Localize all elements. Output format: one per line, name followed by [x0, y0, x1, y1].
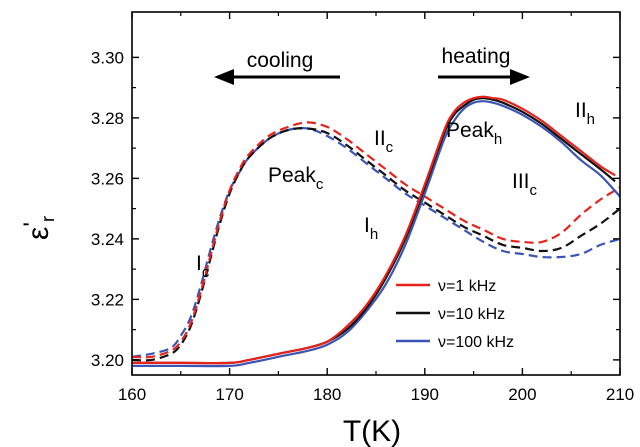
annotation-ii-h-text: II: [575, 99, 587, 122]
y-tick-label: 3.26: [91, 169, 124, 188]
annotation-i-c-text: I: [196, 252, 202, 275]
annotation-ii-c-text: II: [374, 127, 386, 150]
annotation-iii-c: IIIc: [512, 170, 538, 199]
plot-frame: [131, 11, 621, 376]
annotation-i-h-sub: h: [370, 226, 378, 243]
x-tick-label: 180: [313, 385, 341, 404]
x-tick-label: 190: [411, 385, 439, 404]
legend-label: ν=1 kHz: [438, 278, 496, 295]
annotation-i-c-sub: c: [202, 264, 210, 281]
x-tick-label: 160: [118, 385, 146, 404]
series-line-heating-100khz: [132, 100, 620, 368]
annotation-iii-c-sub: c: [530, 182, 538, 199]
annotation-ii-h: IIh: [575, 99, 595, 128]
annotation-peak-c-text: Peak: [268, 164, 316, 187]
axis-tick-labels: 160 170 180 190 200 210 3.20 3.22 3.24 3.26 3.28 3.…: [91, 48, 634, 404]
y-axis-title-prime: ': [19, 222, 46, 227]
y-tick-label: 3.24: [91, 230, 124, 249]
series-line-heating-1khz: [132, 95, 616, 365]
y-axis-title-sub: r: [38, 216, 58, 222]
annotation-ii-h-sub: h: [587, 111, 595, 128]
plot-lines: [132, 95, 620, 368]
legend-label: ν=100 kHz: [438, 334, 514, 351]
annotation-ii-c-sub: c: [386, 139, 394, 156]
x-tick-label: 200: [508, 385, 536, 404]
annotation-i-c: Ic: [196, 252, 210, 281]
annotation-peak-h-text: Peak: [446, 119, 494, 142]
direction-arrows: [214, 69, 530, 85]
y-axis-title-main: ε: [22, 227, 55, 240]
y-tick-label: 3.20: [91, 351, 124, 370]
y-tick-label: 3.22: [91, 290, 124, 309]
legend: ν=1 kHz ν=10 kHz ν=100 kHz: [396, 278, 514, 351]
annotation-cooling: cooling: [247, 49, 314, 72]
x-axis-title: T(K): [343, 415, 401, 447]
annotation-heating: heating: [442, 45, 511, 68]
annotation-ii-c: IIc: [374, 127, 394, 156]
annotation-i-h: Ih: [364, 214, 378, 243]
y-tick-label: 3.28: [91, 109, 124, 128]
annotation-i-h-text: I: [364, 214, 370, 237]
series-line-cooling-10khz: [132, 127, 620, 362]
y-axis-title: ε'r: [19, 216, 58, 240]
annotation-peak-h: Peakh: [446, 119, 502, 148]
heating-arrowhead: [510, 69, 530, 85]
annotation-peak-c-sub: c: [316, 176, 324, 193]
series-line-cooling-100khz: [132, 126, 620, 358]
legend-label: ν=10 kHz: [438, 306, 505, 323]
y-tick-label: 3.30: [91, 48, 124, 67]
x-tick-label: 210: [606, 385, 634, 404]
annotation-peak-h-sub: h: [494, 131, 502, 148]
cooling-arrowhead: [214, 69, 234, 85]
axis-ticks: [131, 12, 621, 375]
annotation-peak-c: Peakc: [268, 164, 324, 193]
annotation-iii-c-text: III: [512, 170, 530, 193]
annotation-heating-text: heating: [442, 45, 511, 68]
x-tick-label: 170: [215, 385, 243, 404]
series-line-cooling-1khz: [132, 121, 620, 359]
annotation-cooling-text: cooling: [247, 49, 314, 72]
